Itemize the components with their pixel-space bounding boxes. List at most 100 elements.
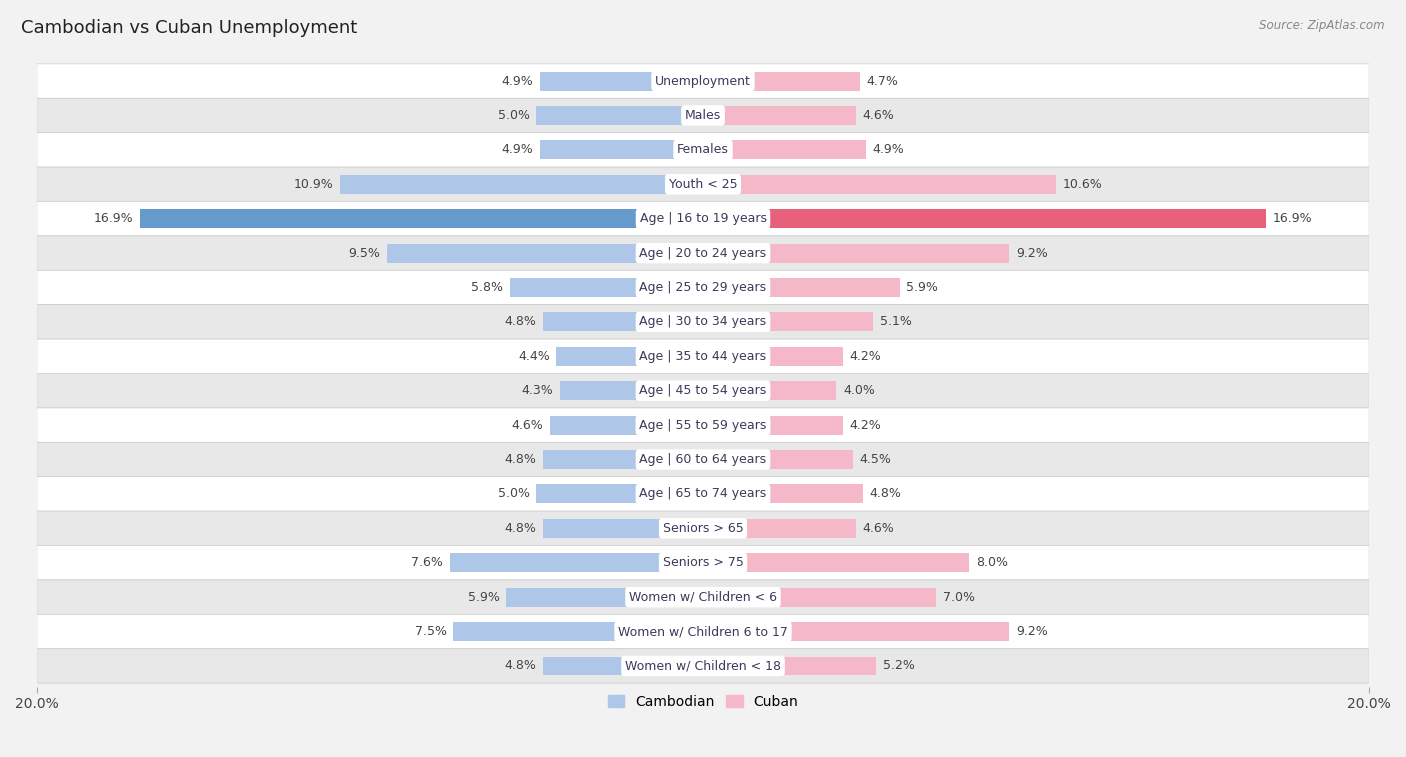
Text: 9.2%: 9.2% — [1017, 625, 1047, 638]
Text: Age | 65 to 74 years: Age | 65 to 74 years — [640, 488, 766, 500]
FancyBboxPatch shape — [37, 339, 1369, 373]
Text: Youth < 25: Youth < 25 — [669, 178, 737, 191]
FancyBboxPatch shape — [37, 615, 1369, 649]
Bar — [703, 72, 859, 91]
FancyBboxPatch shape — [37, 132, 1369, 167]
Text: 4.6%: 4.6% — [512, 419, 543, 431]
Text: 5.2%: 5.2% — [883, 659, 915, 672]
Text: 4.6%: 4.6% — [863, 522, 894, 535]
Bar — [340, 175, 703, 194]
FancyBboxPatch shape — [37, 305, 1369, 339]
FancyBboxPatch shape — [37, 270, 1369, 305]
Text: 8.0%: 8.0% — [976, 556, 1008, 569]
Bar — [453, 622, 703, 641]
Text: 4.7%: 4.7% — [866, 74, 898, 88]
FancyBboxPatch shape — [37, 98, 1369, 132]
Text: Women w/ Children < 18: Women w/ Children < 18 — [626, 659, 780, 672]
Text: 4.8%: 4.8% — [505, 659, 537, 672]
Bar — [510, 278, 703, 297]
Text: Age | 55 to 59 years: Age | 55 to 59 years — [640, 419, 766, 431]
Bar — [703, 382, 837, 400]
Text: Females: Females — [678, 143, 728, 157]
FancyBboxPatch shape — [37, 167, 1369, 201]
FancyBboxPatch shape — [37, 408, 1369, 442]
Text: 4.9%: 4.9% — [502, 74, 533, 88]
Text: 7.6%: 7.6% — [412, 556, 443, 569]
Bar — [540, 72, 703, 91]
Text: Seniors > 75: Seniors > 75 — [662, 556, 744, 569]
FancyBboxPatch shape — [37, 236, 1369, 270]
Bar — [703, 244, 1010, 263]
Text: 16.9%: 16.9% — [1272, 212, 1312, 225]
Bar — [703, 140, 866, 159]
Text: 4.8%: 4.8% — [505, 316, 537, 329]
Bar — [703, 278, 900, 297]
Text: 5.9%: 5.9% — [468, 590, 499, 603]
Text: Males: Males — [685, 109, 721, 122]
Bar — [703, 106, 856, 125]
Bar — [703, 656, 876, 675]
Text: Seniors > 65: Seniors > 65 — [662, 522, 744, 535]
Bar — [703, 313, 873, 332]
FancyBboxPatch shape — [37, 580, 1369, 615]
Bar — [703, 587, 936, 606]
Text: 4.8%: 4.8% — [505, 453, 537, 466]
Bar — [387, 244, 703, 263]
Text: 4.2%: 4.2% — [849, 419, 882, 431]
Text: Cambodian vs Cuban Unemployment: Cambodian vs Cuban Unemployment — [21, 19, 357, 37]
Bar — [703, 484, 863, 503]
Text: 5.0%: 5.0% — [498, 488, 530, 500]
Text: Unemployment: Unemployment — [655, 74, 751, 88]
Bar — [703, 450, 853, 469]
Text: Age | 20 to 24 years: Age | 20 to 24 years — [640, 247, 766, 260]
Text: 7.0%: 7.0% — [943, 590, 974, 603]
Bar — [543, 519, 703, 537]
FancyBboxPatch shape — [37, 511, 1369, 546]
Bar — [557, 347, 703, 366]
Text: 4.9%: 4.9% — [502, 143, 533, 157]
Text: 9.5%: 9.5% — [349, 247, 380, 260]
Bar — [537, 484, 703, 503]
FancyBboxPatch shape — [37, 64, 1369, 98]
Text: 4.2%: 4.2% — [849, 350, 882, 363]
Bar — [543, 450, 703, 469]
Text: 16.9%: 16.9% — [94, 212, 134, 225]
Text: 4.4%: 4.4% — [517, 350, 550, 363]
Text: Age | 16 to 19 years: Age | 16 to 19 years — [640, 212, 766, 225]
Text: Age | 35 to 44 years: Age | 35 to 44 years — [640, 350, 766, 363]
Text: Women w/ Children < 6: Women w/ Children < 6 — [628, 590, 778, 603]
Bar — [506, 587, 703, 606]
Bar — [703, 209, 1265, 228]
Text: 7.5%: 7.5% — [415, 625, 447, 638]
Legend: Cambodian, Cuban: Cambodian, Cuban — [602, 689, 804, 714]
Text: 5.8%: 5.8% — [471, 281, 503, 294]
Text: 4.3%: 4.3% — [522, 385, 553, 397]
Bar — [703, 347, 842, 366]
Text: 4.0%: 4.0% — [842, 385, 875, 397]
Bar — [543, 313, 703, 332]
Bar — [537, 106, 703, 125]
Text: Age | 30 to 34 years: Age | 30 to 34 years — [640, 316, 766, 329]
FancyBboxPatch shape — [37, 649, 1369, 683]
Text: Source: ZipAtlas.com: Source: ZipAtlas.com — [1260, 19, 1385, 32]
Bar — [540, 140, 703, 159]
FancyBboxPatch shape — [37, 442, 1369, 477]
Bar — [703, 416, 842, 435]
Text: 10.9%: 10.9% — [294, 178, 333, 191]
Text: Age | 60 to 64 years: Age | 60 to 64 years — [640, 453, 766, 466]
Bar — [141, 209, 703, 228]
Bar — [703, 175, 1056, 194]
Text: 5.9%: 5.9% — [907, 281, 938, 294]
Text: 4.9%: 4.9% — [873, 143, 904, 157]
FancyBboxPatch shape — [37, 546, 1369, 580]
FancyBboxPatch shape — [37, 477, 1369, 511]
Text: Age | 25 to 29 years: Age | 25 to 29 years — [640, 281, 766, 294]
Text: 9.2%: 9.2% — [1017, 247, 1047, 260]
Text: Women w/ Children 6 to 17: Women w/ Children 6 to 17 — [619, 625, 787, 638]
Bar — [560, 382, 703, 400]
Bar — [703, 519, 856, 537]
Bar — [450, 553, 703, 572]
Bar — [550, 416, 703, 435]
Text: 4.5%: 4.5% — [859, 453, 891, 466]
Text: 5.0%: 5.0% — [498, 109, 530, 122]
